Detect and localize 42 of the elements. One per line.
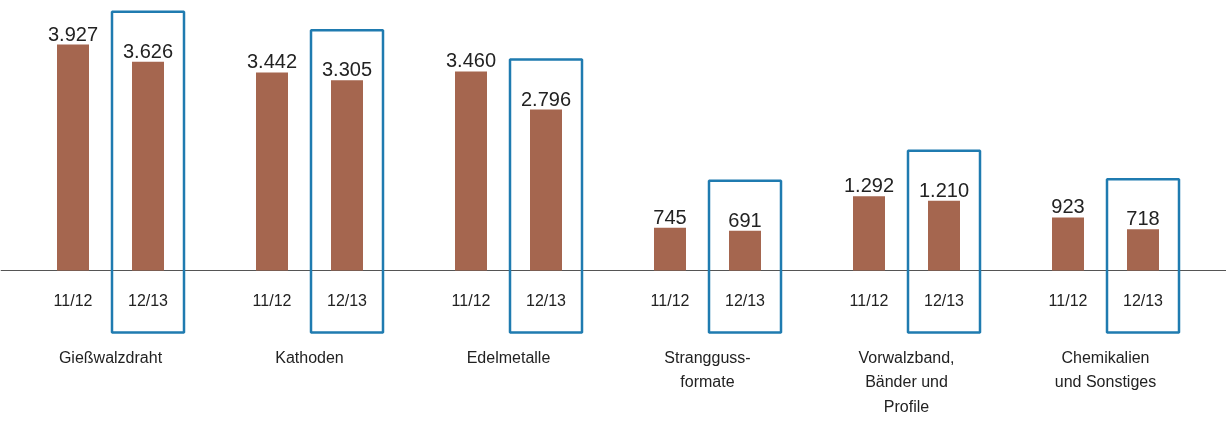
x-tick-label: Strangguss- formate: [664, 348, 751, 391]
x-tick-label: Vorwalzband, Bänder und Profile: [858, 348, 955, 415]
x-tick-label: Edelmetalle: [466, 348, 551, 366]
x-tick-label: Gießwalzdraht: [58, 348, 163, 366]
text: 12/13: [1122, 292, 1164, 309]
data-label: 3.442: [246, 50, 298, 73]
bar: [256, 72, 288, 271]
data-label: 691: [728, 208, 762, 231]
bar: [455, 71, 487, 271]
bar: [57, 44, 89, 271]
data-label: 3.305: [321, 58, 373, 81]
bar: [132, 61, 164, 271]
data-label: 3.460: [445, 49, 497, 72]
data-label: 1.210: [918, 178, 970, 201]
bar: [654, 227, 686, 271]
bar: [530, 109, 562, 271]
text: 11/12: [1048, 292, 1088, 309]
data-label: 923: [1051, 195, 1085, 218]
data-label: 745: [653, 205, 687, 228]
series-label: 11/12: [650, 292, 690, 309]
data-label: 718: [1126, 207, 1160, 230]
data-label: 3.626: [122, 39, 174, 62]
series-label: 12/13: [326, 292, 368, 309]
text: 11/12: [849, 292, 889, 309]
data-label: 2.796: [520, 87, 572, 110]
bar: [1127, 229, 1159, 271]
bar: [331, 80, 363, 271]
data-label: 3.927: [47, 22, 99, 45]
text: 11/12: [53, 292, 93, 309]
bar: [928, 200, 960, 271]
text: 11/12: [451, 292, 491, 309]
bar: [1052, 217, 1084, 271]
bar: [853, 196, 885, 271]
x-tick-label: Chemikalien und Sonstiges: [1054, 348, 1157, 391]
text: 12/13: [127, 292, 169, 309]
x-tick-label: Kathoden: [275, 348, 344, 366]
data-label: 1.292: [843, 174, 895, 197]
text: 12/13: [923, 292, 965, 309]
text: 12/13: [525, 292, 567, 309]
text: 11/12: [252, 292, 292, 309]
bar: [729, 230, 761, 271]
text: 12/13: [724, 292, 766, 309]
